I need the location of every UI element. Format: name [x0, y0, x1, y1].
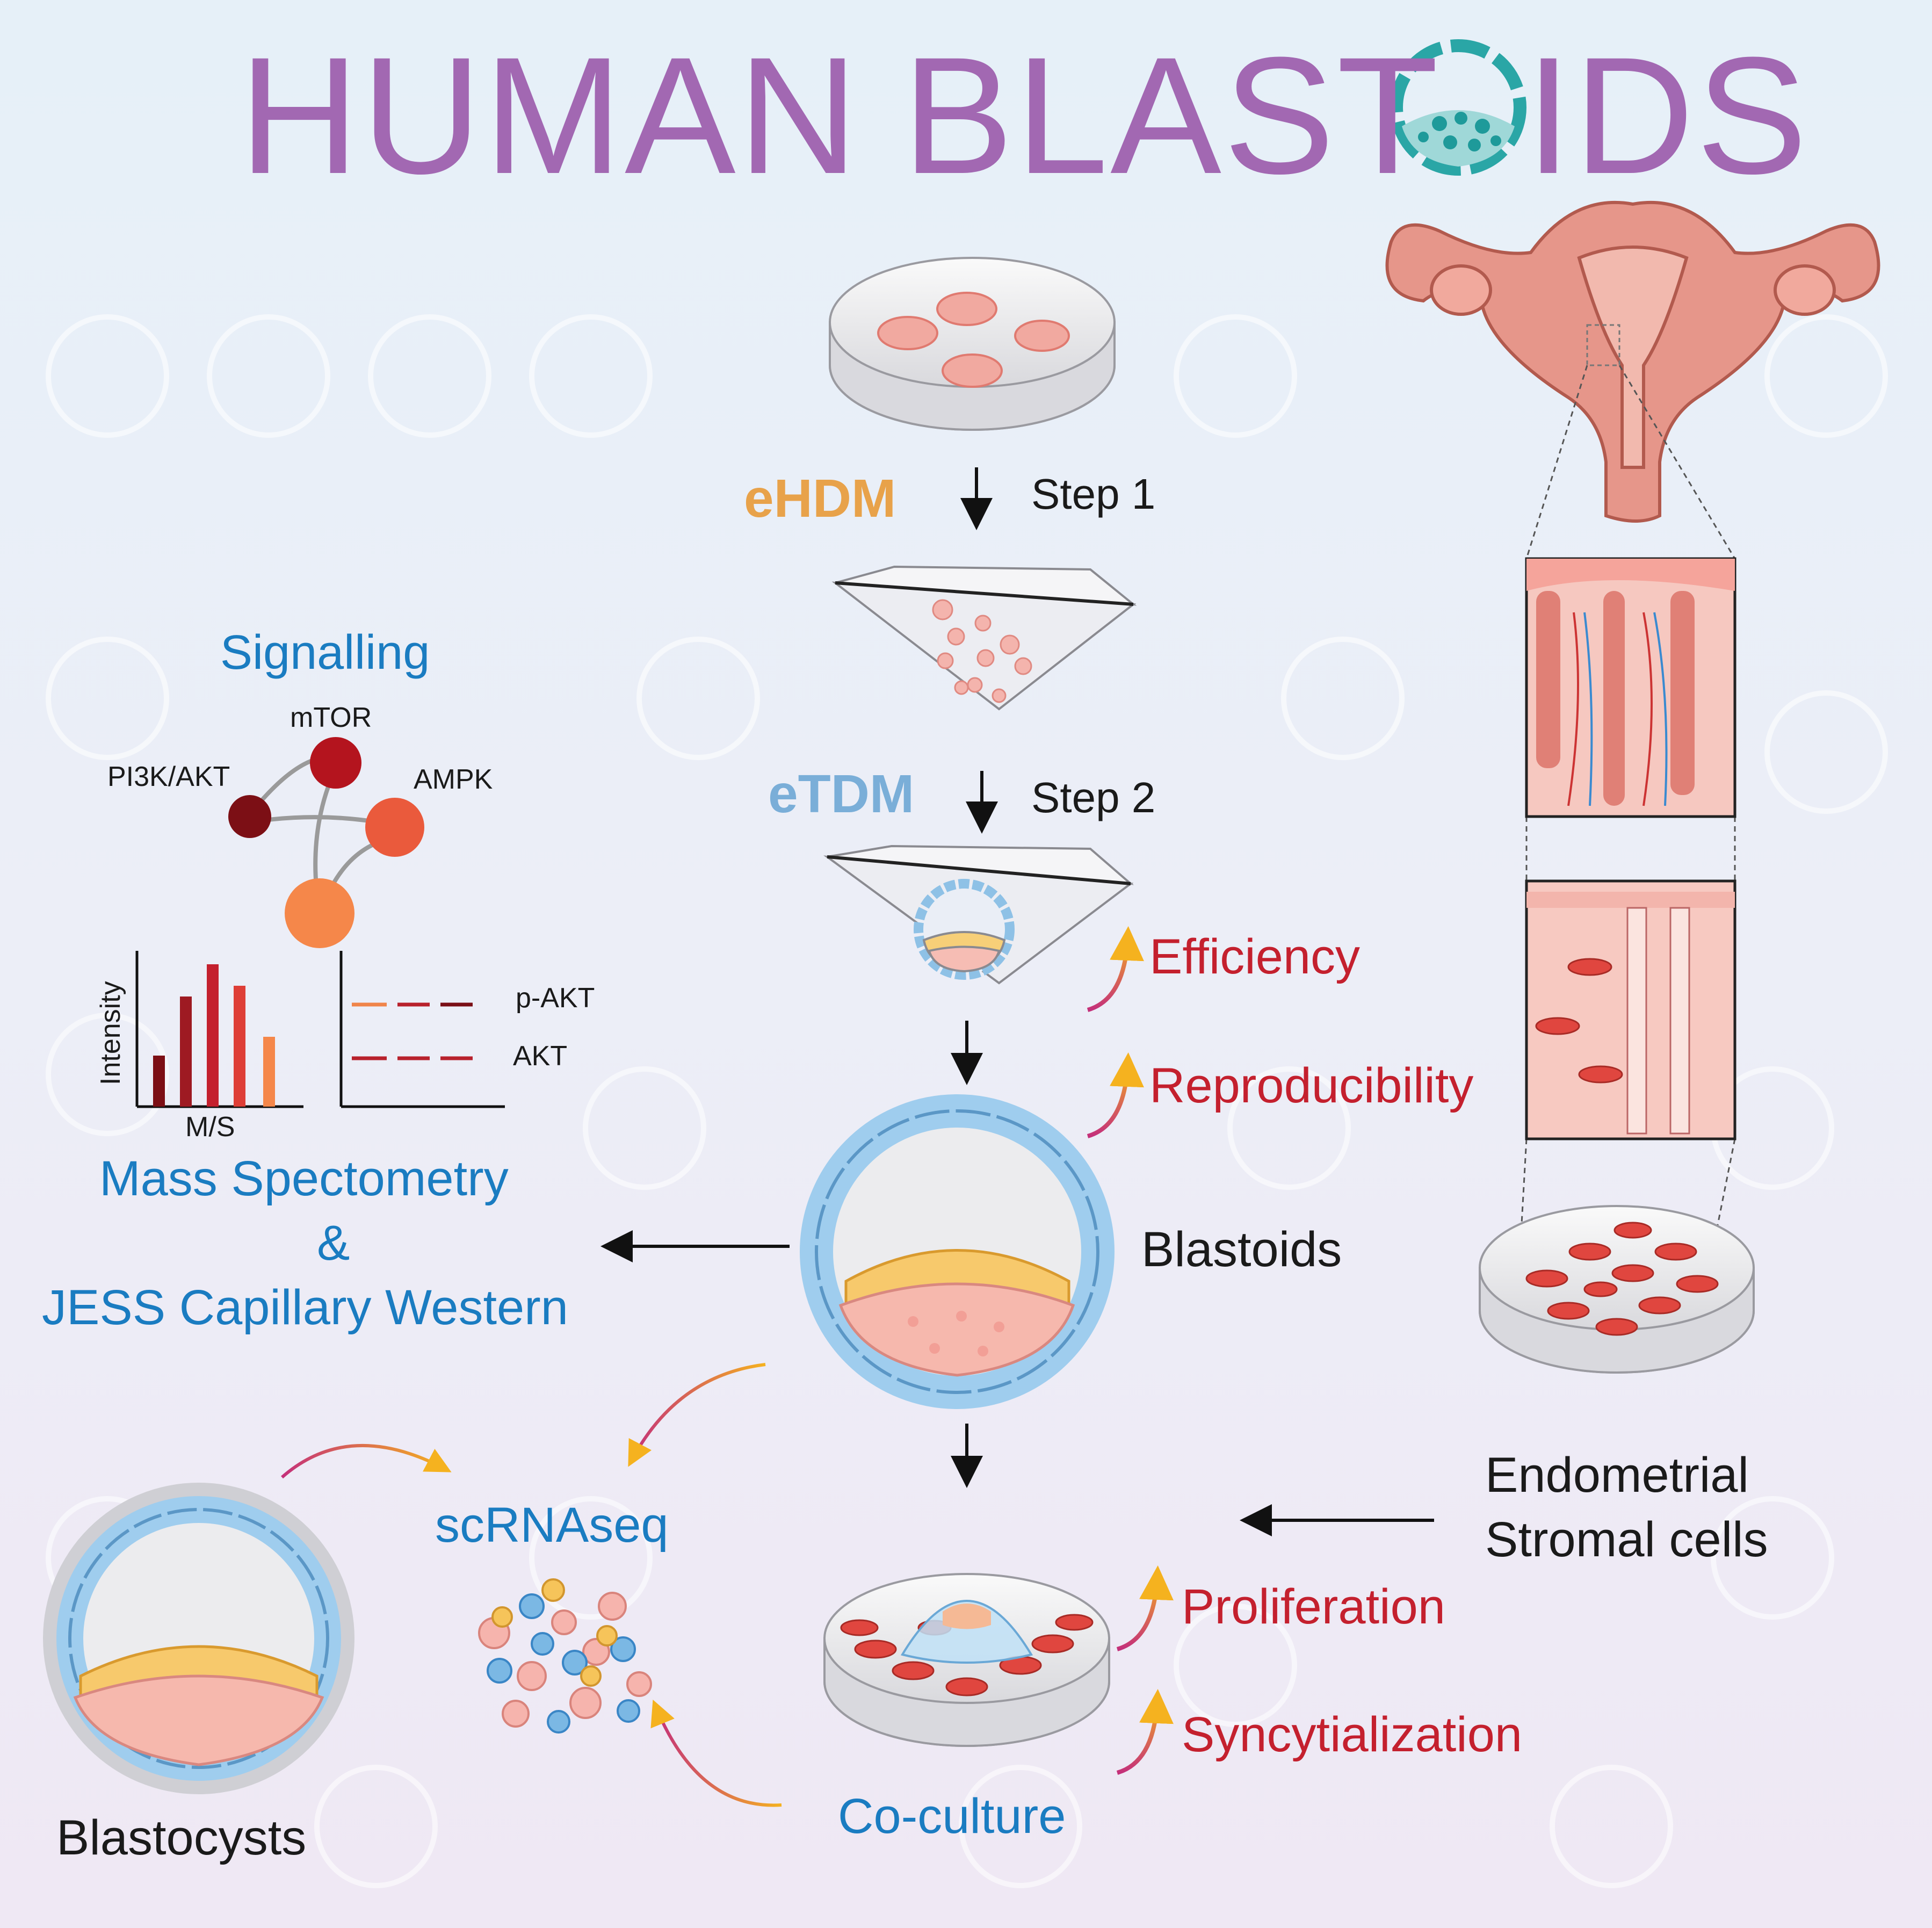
blastocyst-illustration: [43, 1483, 354, 1794]
signalling-network: [228, 737, 424, 948]
stromal-cell-dish: [1479, 1205, 1755, 1374]
step1-label: Step 1: [1031, 470, 1156, 518]
scrnaseq-label: scRNAseq: [435, 1498, 669, 1552]
scrnaseq-cell-cluster: [478, 1578, 652, 1734]
reproducibility-label: Reproducibility: [1149, 1058, 1474, 1113]
blastoids-label: Blastoids: [1141, 1222, 1342, 1277]
coculture-label: Co-culture: [838, 1789, 1066, 1844]
petri-dish-ehdm: [829, 257, 1116, 431]
ampersand-label: &: [317, 1216, 350, 1270]
title-o-blastoid-icon: [1390, 39, 1526, 176]
ampk-node: [365, 798, 424, 857]
syncytialization-label: Syncytialization: [1182, 1707, 1523, 1762]
efficiency-label: Efficiency: [1149, 929, 1361, 984]
stromal-label-line2: Stromal cells: [1485, 1512, 1768, 1567]
title-word-blast: BLAST: [902, 22, 1441, 208]
increase-arrows: [1087, 926, 1174, 1775]
jess-label: JESS Capillary Western: [42, 1280, 568, 1335]
etdm-label: eTDM: [768, 764, 915, 824]
mtor-label: mTOR: [290, 702, 372, 733]
x-axis-label: M/S: [185, 1111, 235, 1143]
title-word-ids: IDS: [1525, 22, 1810, 208]
western-blot-legend: [339, 951, 505, 1108]
downstream-node: [285, 878, 354, 948]
proliferation-label: Proliferation: [1182, 1579, 1445, 1634]
step2-label: Step 2: [1031, 774, 1156, 821]
legend-p-akt: p-AKT: [516, 983, 595, 1014]
endometrium-panel: [1525, 557, 1736, 818]
mass-spec-label: Mass Spectometry: [99, 1151, 509, 1206]
microwell-ehdm: [831, 565, 1137, 711]
blastoid-illustration: [800, 1094, 1115, 1409]
mtor-node: [310, 737, 361, 789]
intensity-bar-chart: [135, 951, 303, 1108]
scrnaseq-curved-arrows: [281, 1363, 782, 1807]
signalling-heading: Signalling: [220, 626, 430, 680]
uterus-illustration: [1385, 201, 1880, 523]
y-axis-label: Intensity: [95, 981, 126, 1085]
ehdm-label: eHDM: [744, 468, 896, 529]
blastocysts-label: Blastocysts: [56, 1810, 307, 1865]
microwell-etdm: [823, 844, 1134, 985]
pi3k-node: [228, 795, 271, 838]
stromal-label-line1: Endometrial: [1485, 1448, 1749, 1503]
coculture-dish: [823, 1573, 1110, 1747]
ampk-label: AMPK: [414, 764, 493, 795]
title-word-human: HUMAN: [239, 22, 860, 208]
pi3k-akt-label: PI3K/AKT: [107, 761, 230, 792]
stroma-panel: [1525, 879, 1736, 1140]
legend-akt: AKT: [513, 1041, 568, 1072]
